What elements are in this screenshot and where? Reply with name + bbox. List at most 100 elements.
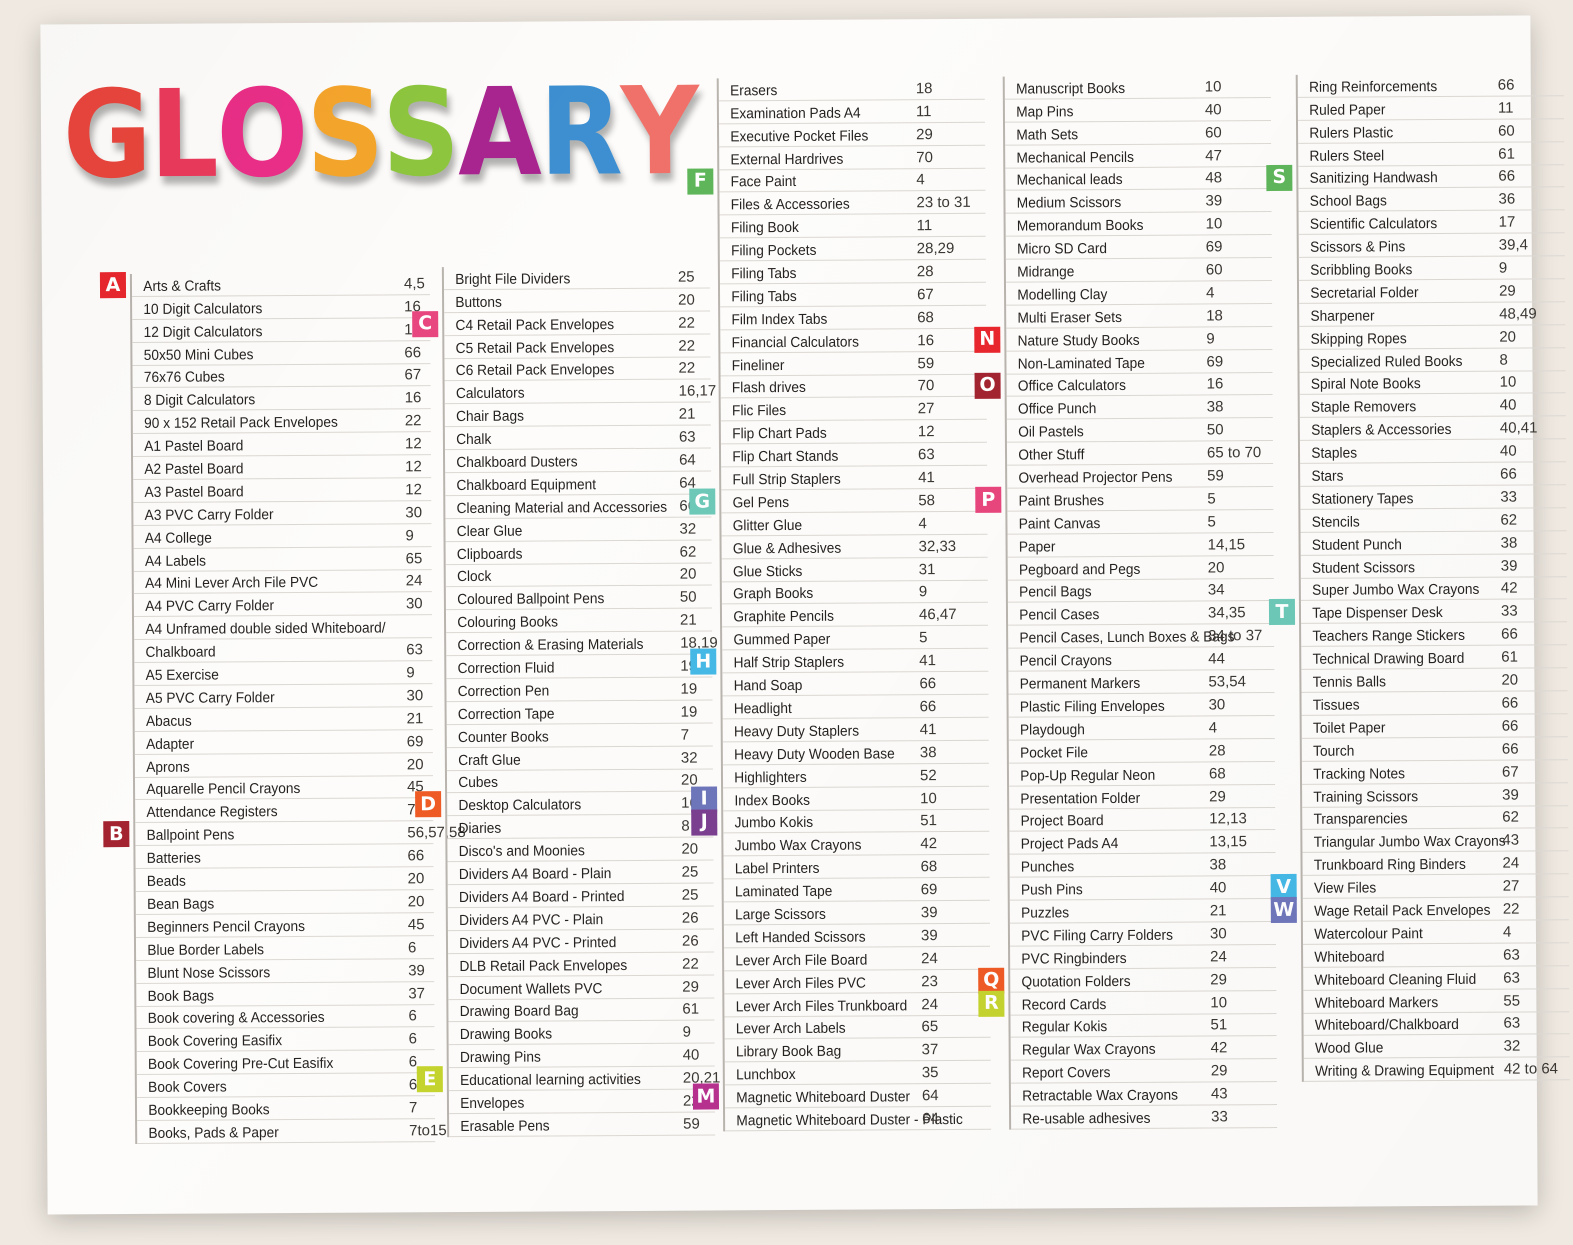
- glossary-entry[interactable]: Punches 38: [1009, 853, 1276, 878]
- glossary-entry[interactable]: Glitter Glue 4: [721, 511, 988, 537]
- glossary-entry[interactable]: Correction & Erasing Materials 18,19: [446, 631, 718, 657]
- glossary-entry[interactable]: School Bags 36: [1298, 187, 1565, 213]
- glossary-entry[interactable]: Rulers Plastic 60: [1297, 119, 1565, 144]
- glossary-entry[interactable]: Pop-Up Regular Neon 68: [1008, 761, 1276, 787]
- glossary-entry[interactable]: Executive Pocket Files 29: [719, 122, 986, 148]
- glossary-entry[interactable]: Counter Books 7: [446, 723, 713, 748]
- glossary-entry[interactable]: Bright File Dividers 25: [443, 265, 711, 290]
- glossary-entry[interactable]: Mechanical Pencils 47: [1005, 143, 1272, 169]
- glossary-entry[interactable]: Tennis Balls 20: [1301, 668, 1568, 693]
- glossary-entry[interactable]: Chair Bags 21: [444, 402, 711, 428]
- glossary-entry[interactable]: T Tape Dispenser Desk 33: [1268, 599, 1568, 626]
- glossary-entry[interactable]: Staplers & Accessories 40,41: [1299, 416, 1566, 442]
- glossary-entry[interactable]: Q Quotation Folders 29: [978, 967, 1277, 994]
- glossary-entry[interactable]: Drawing Board Bag 61: [448, 997, 715, 1023]
- glossary-entry[interactable]: A Arts & Crafts 4,5: [99, 272, 431, 299]
- glossary-entry[interactable]: Filing Pockets 28,29: [719, 237, 986, 262]
- glossary-entry[interactable]: Midrange 60: [1005, 258, 1272, 283]
- glossary-entry[interactable]: Heavy Duty Wooden Base 38: [722, 740, 989, 766]
- glossary-entry[interactable]: Watercolour Paint 4: [1302, 920, 1570, 945]
- glossary-entry[interactable]: A5 Exercise 9: [134, 661, 433, 687]
- glossary-entry[interactable]: Hand Soap 66: [722, 671, 989, 697]
- glossary-entry[interactable]: Erasable Pens 59: [449, 1112, 716, 1137]
- glossary-entry[interactable]: Dividers A4 PVC - Printed 26: [447, 929, 715, 954]
- glossary-entry[interactable]: Chalkboard Dusters 64: [444, 448, 712, 474]
- glossary-entry[interactable]: V View Files 27: [1270, 874, 1569, 901]
- glossary-entry[interactable]: D Desktop Calculators 16: [415, 791, 714, 818]
- glossary-entry[interactable]: C C4 Retail Pack Envelopes 22: [412, 310, 711, 338]
- glossary-entry[interactable]: Label Printers 68: [723, 855, 990, 880]
- glossary-entry[interactable]: Document Wallets PVC 29: [448, 975, 715, 1000]
- glossary-entry[interactable]: Overhead Projector Pens 59: [1007, 464, 1274, 489]
- glossary-entry[interactable]: Whiteboard 63: [1303, 943, 1570, 968]
- glossary-entry[interactable]: Colouring Books 21: [445, 608, 713, 634]
- glossary-entry[interactable]: Flic Files 27: [720, 397, 987, 422]
- glossary-entry[interactable]: Attendance Registers 7: [135, 798, 434, 824]
- glossary-entry[interactable]: Flip Chart Pads 12: [720, 420, 987, 445]
- glossary-entry[interactable]: Correction Pen 19: [446, 677, 713, 703]
- glossary-entry[interactable]: Whiteboard Markers 55: [1303, 988, 1570, 1014]
- glossary-entry[interactable]: Coloured Ballpoint Pens 50: [445, 585, 712, 611]
- glossary-entry[interactable]: Aprons 20: [134, 752, 433, 778]
- glossary-entry[interactable]: Ruled Paper 11: [1297, 96, 1564, 121]
- glossary-entry[interactable]: Pencil Cases, Lunch Boxes & Bags 34 to 37: [1008, 624, 1275, 649]
- glossary-entry[interactable]: A4 Unframed double sided Whiteboard/: [134, 615, 433, 641]
- glossary-entry[interactable]: 10 Digit Calculators 16: [132, 295, 431, 320]
- glossary-entry[interactable]: Craft Glue 32: [446, 746, 713, 771]
- glossary-entry[interactable]: PVC Filing Carry Folders 30: [1009, 921, 1277, 947]
- glossary-entry[interactable]: Dividers A4 PVC - Plain 26: [447, 906, 714, 931]
- glossary-entry[interactable]: PVC Ringbinders 24: [1010, 944, 1277, 970]
- glossary-entry[interactable]: C5 Retail Pack Envelopes 22: [444, 334, 711, 359]
- glossary-entry[interactable]: Project Board 12,13: [1009, 807, 1276, 833]
- glossary-entry[interactable]: Medium Scissors 39: [1005, 189, 1272, 215]
- glossary-entry[interactable]: Calculators 16,17: [444, 379, 716, 405]
- glossary-entry[interactable]: Graph Books 9: [721, 580, 988, 605]
- glossary-entry[interactable]: Book Covering Easifix 6: [136, 1027, 435, 1053]
- glossary-entry[interactable]: Pocket File 28: [1008, 738, 1275, 764]
- glossary-entry[interactable]: Pegboard and Pegs 20: [1007, 555, 1274, 581]
- glossary-entry[interactable]: Writing & Drawing Equipment 42 to 64: [1303, 1057, 1570, 1083]
- glossary-entry[interactable]: Permanent Markers 53,54: [1008, 670, 1275, 695]
- glossary-entry[interactable]: Bookkeeping Books 7: [136, 1096, 436, 1121]
- glossary-entry[interactable]: 90 x 152 Retail Pack Envelopes 22: [132, 409, 431, 435]
- glossary-entry[interactable]: Presentation Folder 29: [1009, 784, 1276, 810]
- glossary-entry[interactable]: Jumbo Wax Crayons 42: [723, 832, 990, 857]
- glossary-entry[interactable]: Blunt Nose Scissors 39: [136, 958, 435, 984]
- glossary-entry[interactable]: Ring Reinforcements 66: [1297, 73, 1564, 98]
- glossary-entry[interactable]: Gummed Paper 5: [722, 626, 989, 651]
- glossary-entry[interactable]: Books, Pads & Paper 7to15: [137, 1119, 447, 1144]
- glossary-entry[interactable]: Specialized Ruled Books 8: [1299, 347, 1566, 373]
- glossary-entry[interactable]: Scissors & Pins 39,4: [1298, 233, 1565, 259]
- glossary-entry[interactable]: Beads 20: [135, 867, 434, 893]
- glossary-entry[interactable]: A4 Labels 65: [133, 546, 432, 572]
- glossary-entry[interactable]: Lever Arch Files PVC 23: [724, 969, 991, 995]
- glossary-entry[interactable]: Erasers 18: [718, 76, 985, 102]
- glossary-entry[interactable]: Library Book Bag 37: [724, 1038, 991, 1063]
- glossary-entry[interactable]: Pencil Bags 34: [1007, 578, 1274, 604]
- glossary-entry[interactable]: Modelling Clay 4: [1005, 281, 1273, 306]
- glossary-entry[interactable]: Drawing Books 9: [448, 1020, 715, 1046]
- glossary-entry[interactable]: Tissues 66: [1301, 691, 1568, 716]
- glossary-entry[interactable]: Glue Sticks 31: [721, 557, 988, 583]
- glossary-entry[interactable]: 76x76 Cubes 67: [132, 363, 431, 389]
- glossary-entry[interactable]: Left Handed Scissors 39: [723, 923, 991, 949]
- glossary-entry[interactable]: Super Jumbo Wax Crayons 42: [1300, 576, 1567, 602]
- glossary-entry[interactable]: Tourch 66: [1301, 737, 1568, 762]
- glossary-entry[interactable]: Full Strip Staplers 41: [721, 465, 988, 491]
- glossary-entry[interactable]: Regular Kokis 51: [1010, 1013, 1277, 1039]
- glossary-entry[interactable]: Cleaning Material and Accessories 66: [445, 494, 712, 519]
- glossary-entry[interactable]: 50x50 Mini Cubes 66: [132, 340, 431, 366]
- glossary-entry[interactable]: Diaries 8: [447, 814, 714, 840]
- glossary-entry[interactable]: Student Punch 38: [1300, 531, 1567, 556]
- glossary-entry[interactable]: Graphite Pencils 46,47: [721, 603, 989, 628]
- glossary-entry[interactable]: Stars 66: [1300, 462, 1567, 487]
- glossary-entry[interactable]: Map Pins 40: [1004, 97, 1271, 123]
- glossary-entry[interactable]: F Face Paint 4: [687, 168, 986, 195]
- glossary-entry[interactable]: Magnetic Whiteboard Duster - Plastic 64: [725, 1106, 992, 1132]
- glossary-entry[interactable]: Playdough 4: [1008, 715, 1275, 741]
- glossary-entry[interactable]: C6 Retail Pack Envelopes 22: [444, 357, 711, 382]
- glossary-entry[interactable]: Pencil Crayons 44: [1008, 647, 1275, 672]
- glossary-entry[interactable]: Book covering & Accessories 6: [136, 1004, 435, 1030]
- glossary-entry[interactable]: Cubes 20: [446, 769, 714, 794]
- glossary-entry[interactable]: Paper 14,15: [1007, 532, 1274, 558]
